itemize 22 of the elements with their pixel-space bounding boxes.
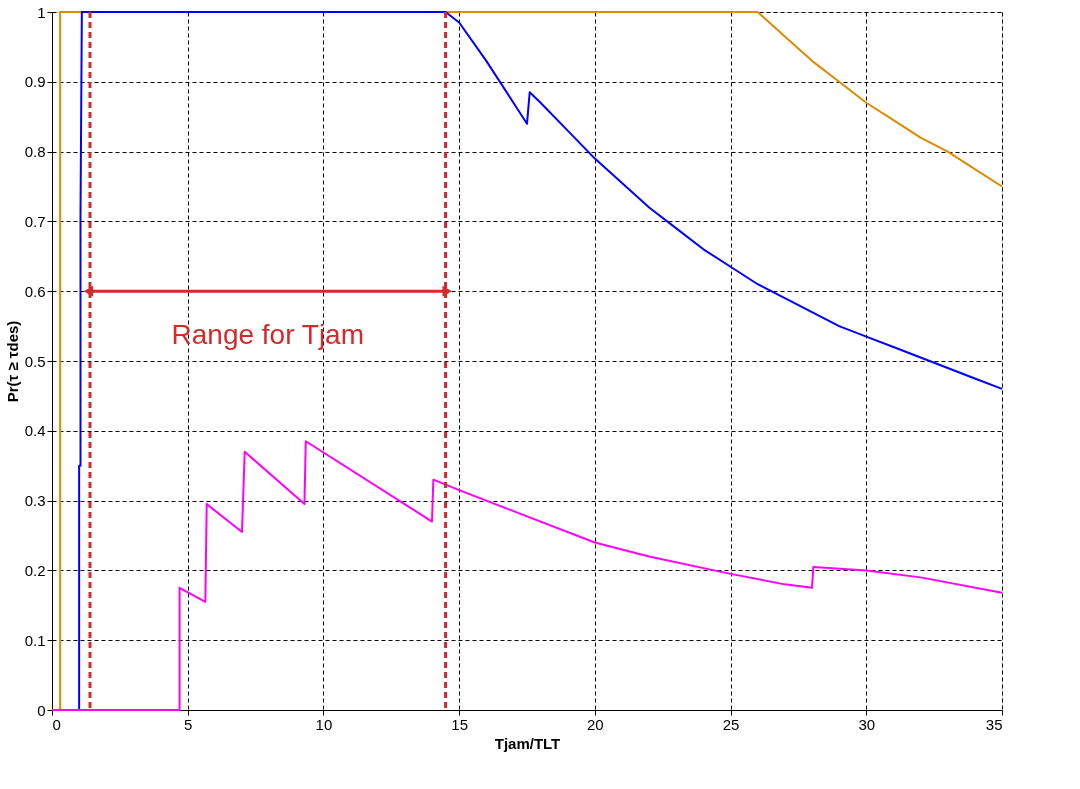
y-tick-label: 0.5 xyxy=(24,352,46,370)
y-tick-label: 0.4 xyxy=(24,422,46,440)
x-tick-label: 0 xyxy=(52,715,61,733)
annotation: Range for Tjam xyxy=(171,319,365,351)
y-tick-label: 0.8 xyxy=(24,143,46,161)
x-tick-label: 10 xyxy=(315,715,333,733)
y-tick-label: 0.1 xyxy=(24,631,46,649)
x-tick-label: 30 xyxy=(858,715,876,733)
y-tick-label: 1 xyxy=(37,3,46,21)
y-tick-label: 0.9 xyxy=(24,73,46,91)
x-tick-label: 15 xyxy=(451,715,468,733)
x-tick-label: 20 xyxy=(587,715,604,733)
x-tick-label: 35 xyxy=(985,715,1003,733)
x-tick-label: 25 xyxy=(722,715,740,733)
y-tick-label: 0.3 xyxy=(24,492,46,510)
y-axis-title: Pr(τ ≥ τdes) xyxy=(3,320,21,403)
y-tick-label: 0 xyxy=(37,701,46,719)
y-tick-label: 0.6 xyxy=(24,282,46,300)
x-axis-title: Tjam/TLT xyxy=(494,734,561,752)
x-tick-label: 5 xyxy=(184,715,193,733)
y-tick-label: 0.7 xyxy=(24,212,46,230)
y-tick-label: 0.2 xyxy=(24,561,46,579)
